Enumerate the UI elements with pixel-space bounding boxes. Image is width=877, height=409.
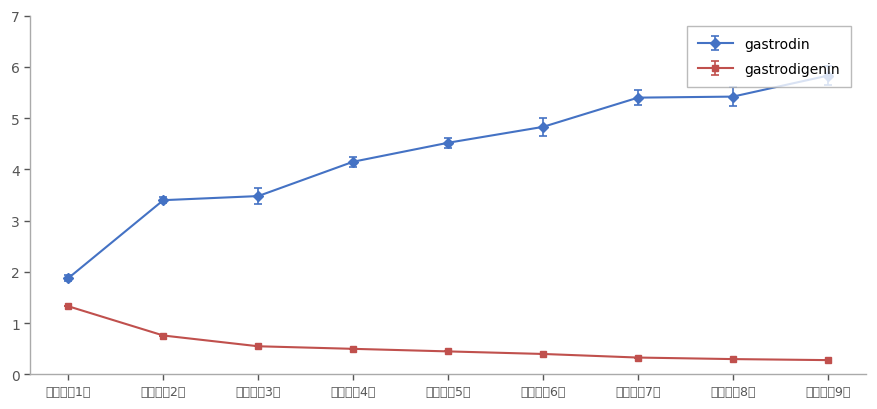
Legend: gastrodin, gastrodigenin: gastrodin, gastrodigenin [687, 27, 851, 88]
